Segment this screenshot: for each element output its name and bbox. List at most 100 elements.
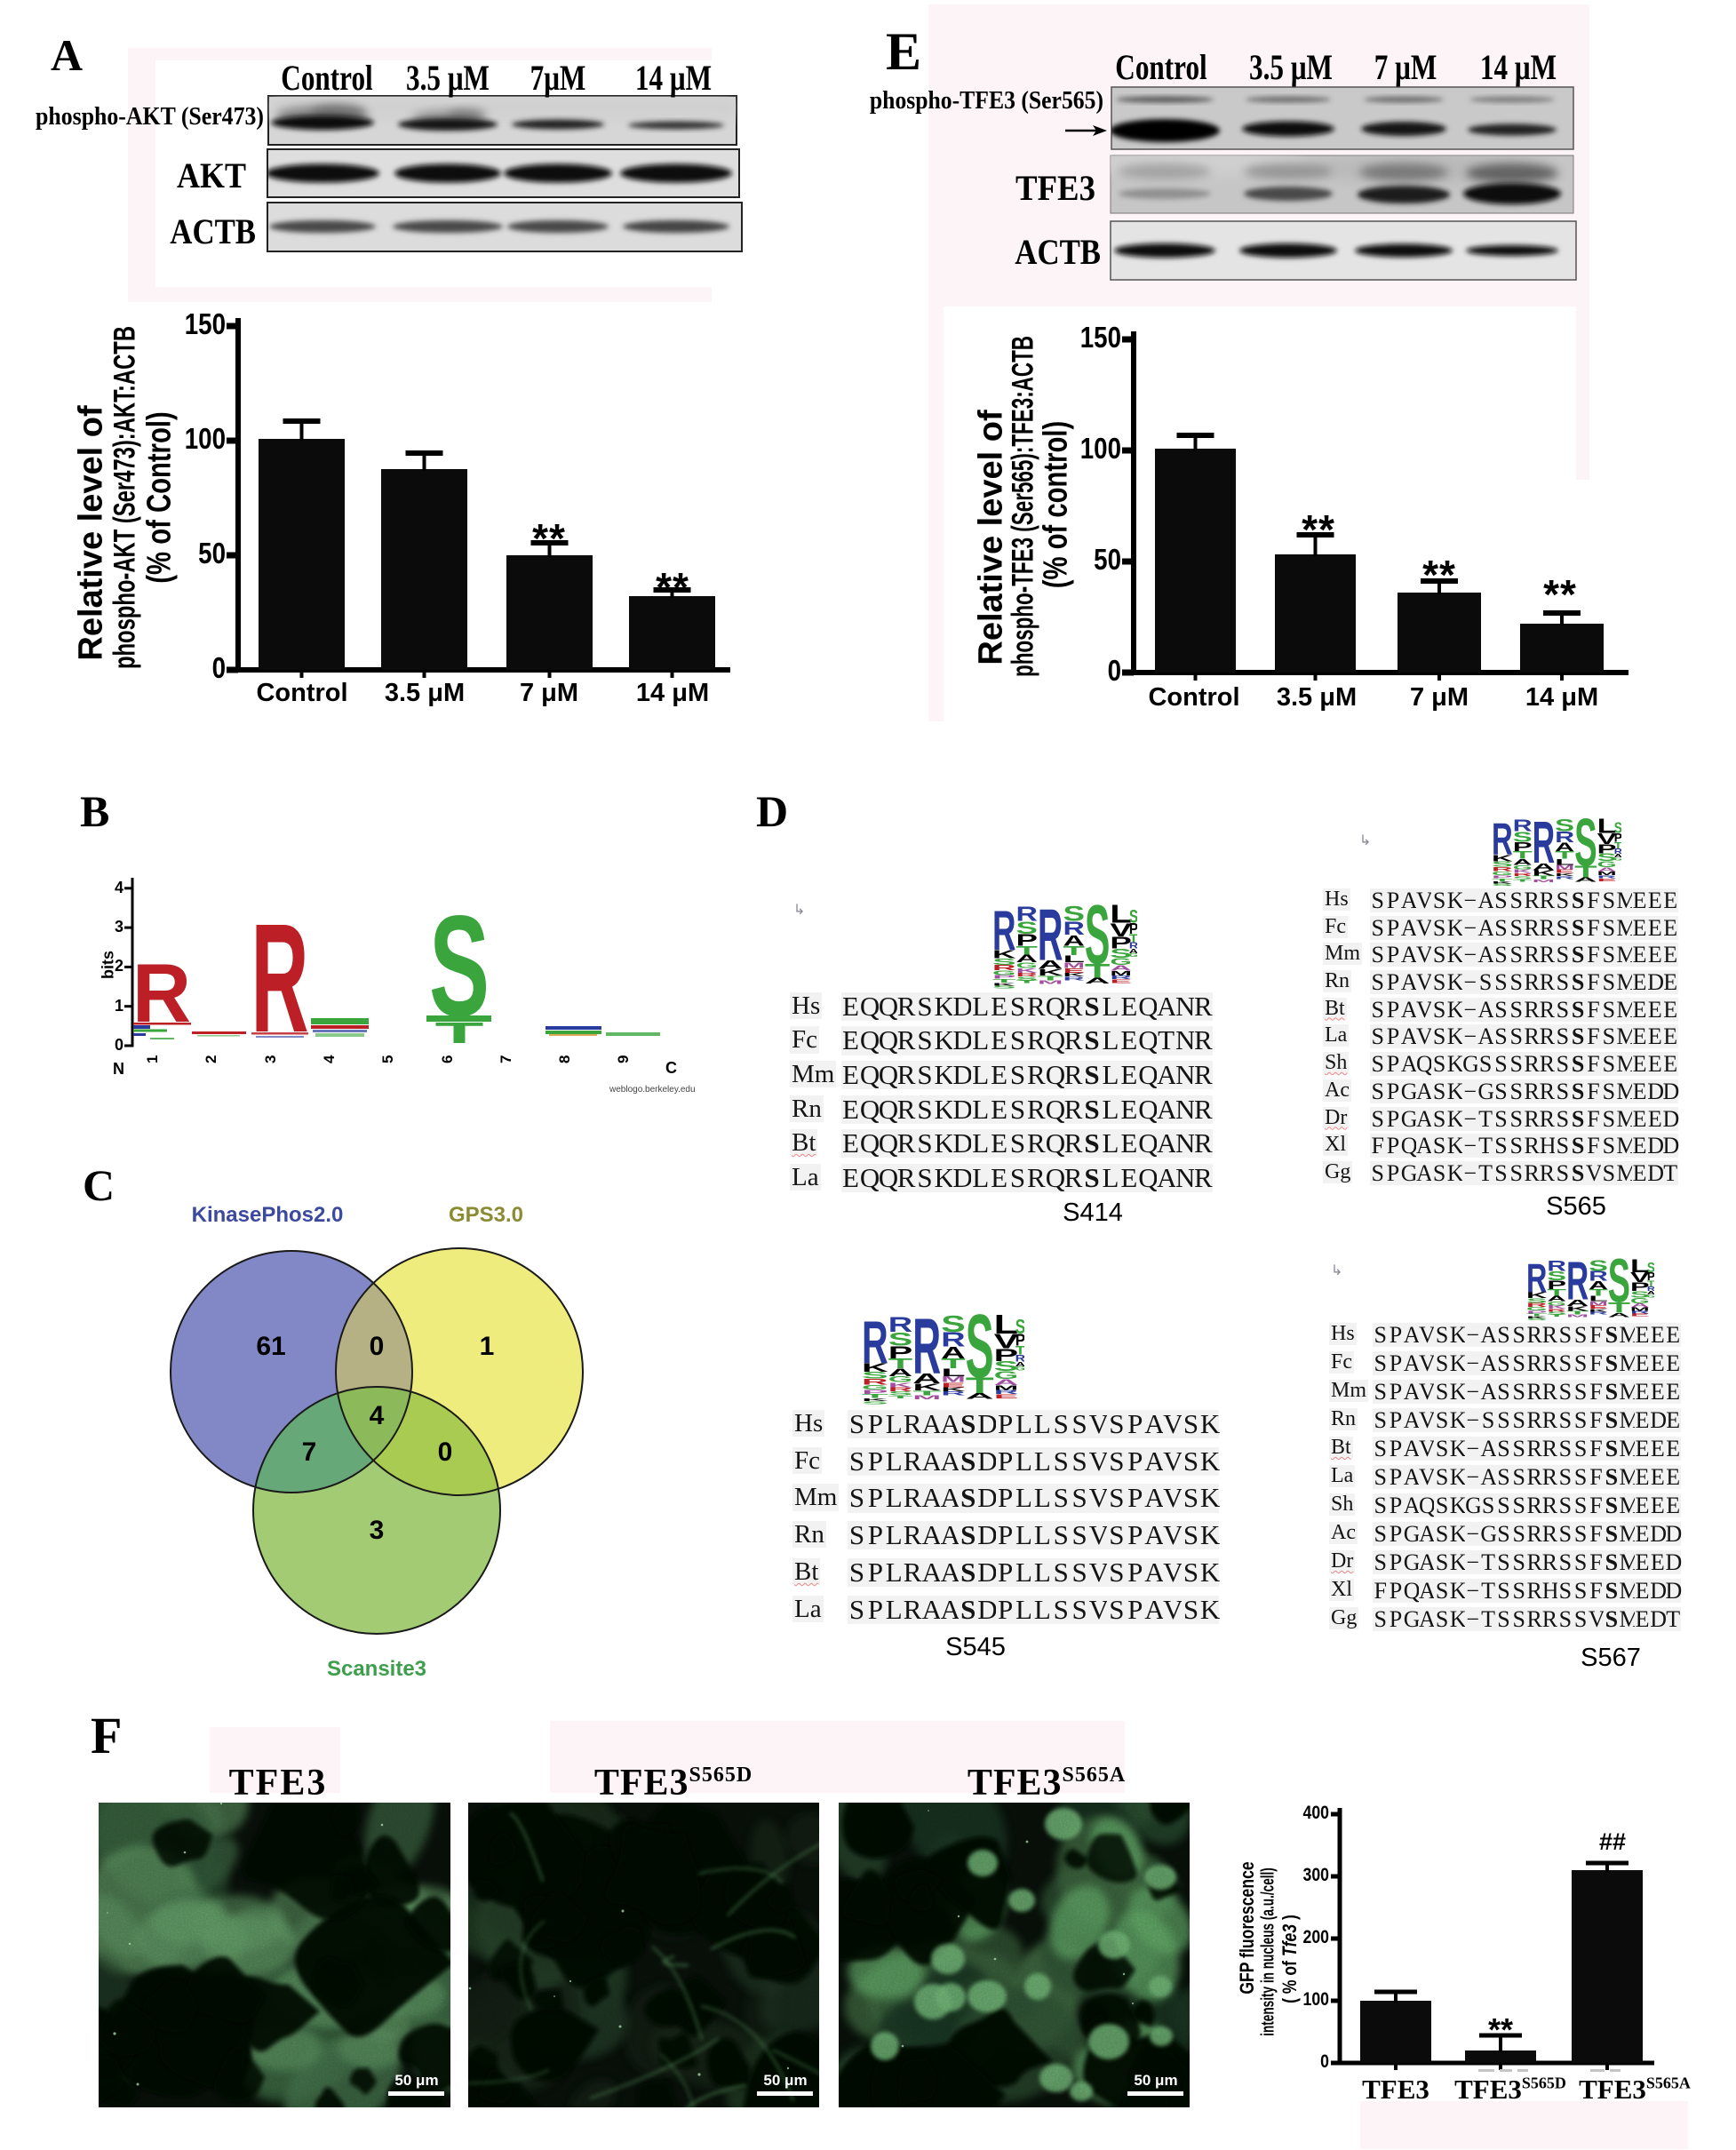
svg-text:R: R — [888, 1386, 913, 1392]
svg-text:K: K — [1492, 880, 1513, 884]
svg-text:T: T — [1129, 932, 1137, 945]
svg-text:E: E — [994, 1393, 1018, 1399]
svg-text:2: 2 — [203, 1055, 219, 1063]
svg-text:A: A — [1608, 1312, 1630, 1318]
svg-text:T: T — [1513, 849, 1533, 861]
svg-text:R: R — [1492, 817, 1513, 865]
svg-text:K: K — [1038, 968, 1063, 977]
svg-text:T: T — [1533, 875, 1556, 880]
svg-text:R: R — [862, 1378, 888, 1387]
svg-text:E: E — [941, 1382, 965, 1389]
svg-text:K: K — [1016, 968, 1039, 975]
svg-text:T: T — [862, 1393, 888, 1399]
svg-text:R: R — [912, 1313, 941, 1390]
svg-text:A: A — [1566, 1298, 1589, 1308]
svg-text:A: A — [1063, 932, 1084, 949]
svg-text:R: R — [994, 1390, 1019, 1396]
svg-text:S: S — [1513, 875, 1533, 880]
svg-text:R: R — [1063, 917, 1084, 938]
svg-text:M: M — [1533, 879, 1556, 883]
svg-text:K: K — [1547, 1305, 1566, 1310]
svg-text:T: T — [1015, 980, 1038, 984]
svg-text:R: R — [1533, 817, 1556, 876]
svg-text:T: T — [435, 1016, 484, 1049]
svg-text:R: R — [1630, 1310, 1650, 1315]
svg-text:R: R — [1526, 1258, 1547, 1302]
svg-text:G: G — [1526, 1306, 1547, 1311]
svg-text:A: A — [1129, 948, 1137, 955]
svg-text:T: T — [888, 1357, 913, 1372]
svg-text:L: L — [1597, 817, 1617, 838]
svg-text:T: T — [1085, 960, 1111, 983]
svg-text:S: S — [1589, 1258, 1608, 1274]
svg-text:K: K — [888, 1381, 913, 1389]
svg-text:S: S — [1526, 1297, 1547, 1304]
svg-text:T: T — [1574, 863, 1597, 881]
svg-text:L: L — [1110, 904, 1131, 928]
svg-text:S: S — [1630, 1290, 1650, 1301]
svg-text:T: T — [1063, 944, 1085, 958]
svg-text:V: V — [1110, 920, 1131, 940]
svg-text:T: T — [992, 978, 1016, 983]
svg-text:E: E — [1589, 1305, 1608, 1310]
svg-text:G: G — [992, 969, 1015, 976]
svg-text:P: P — [1110, 935, 1131, 952]
svg-text:1: 1 — [144, 1055, 161, 1063]
svg-text:A: A — [912, 1372, 941, 1387]
svg-text:M: M — [912, 1394, 941, 1400]
svg-text:A: A — [1038, 958, 1063, 972]
svg-text:A: A — [1555, 840, 1574, 854]
svg-text:T: T — [1015, 1344, 1024, 1358]
svg-text:G: G — [1647, 1294, 1654, 1298]
svg-text:S: S — [862, 1400, 888, 1405]
svg-text:S: S — [966, 1313, 994, 1397]
svg-text:P: P — [1526, 1310, 1547, 1315]
svg-text:S: S — [994, 1358, 1018, 1374]
svg-text:50 μm: 50 μm — [763, 2072, 807, 2089]
svg-text:G: G — [1614, 856, 1621, 861]
svg-text:R: R — [1015, 1353, 1024, 1364]
svg-text:S: S — [1063, 904, 1084, 926]
svg-text:G: G — [1129, 953, 1137, 959]
svg-text:50 μm: 50 μm — [1134, 2072, 1177, 2089]
svg-text:S: S — [1608, 1258, 1630, 1315]
svg-text:P: P — [992, 975, 1015, 980]
svg-text:3: 3 — [262, 1055, 279, 1063]
svg-text:R: R — [1016, 972, 1039, 977]
svg-text:L: L — [1555, 857, 1574, 866]
svg-text:S: S — [1526, 1318, 1547, 1321]
svg-text:K: K — [1063, 972, 1085, 977]
svg-text:S: S — [1547, 1269, 1566, 1283]
svg-text:K: K — [1513, 868, 1533, 874]
svg-text:S: S — [1492, 883, 1513, 887]
svg-text:P: P — [1015, 1331, 1024, 1350]
svg-text:K: K — [1492, 854, 1513, 864]
svg-text:K: K — [862, 1360, 888, 1374]
svg-text:T: T — [1492, 878, 1513, 882]
svg-text:M: M — [941, 1375, 965, 1384]
svg-text:A: A — [1110, 964, 1132, 972]
svg-text:T: T — [1566, 1310, 1589, 1316]
svg-text:R: R — [251, 892, 309, 1065]
svg-text:G: G — [1547, 1301, 1566, 1307]
svg-text:P: P — [862, 1389, 888, 1395]
svg-text:S: S — [1574, 817, 1597, 880]
svg-text:V: V — [1597, 830, 1618, 848]
svg-text:R: R — [1597, 874, 1617, 879]
svg-text:P: P — [1597, 842, 1617, 856]
svg-text:T: T — [1614, 840, 1621, 850]
svg-text:50 μm: 50 μm — [394, 2072, 438, 2089]
svg-text:E: E — [1110, 978, 1131, 984]
svg-text:M: M — [1597, 871, 1617, 876]
svg-text:R: R — [1614, 848, 1621, 856]
svg-text:E: E — [1630, 1313, 1650, 1318]
svg-text:7: 7 — [498, 1055, 514, 1063]
svg-text:P: P — [1492, 874, 1513, 879]
svg-text:R: R — [1016, 904, 1039, 926]
svg-text:E: E — [1597, 878, 1617, 882]
svg-text:A: A — [888, 1366, 912, 1379]
svg-text:K: K — [1533, 869, 1556, 877]
svg-text:S: S — [1492, 861, 1513, 869]
svg-text:T: T — [1647, 1278, 1654, 1288]
svg-text:P: P — [994, 1345, 1018, 1365]
